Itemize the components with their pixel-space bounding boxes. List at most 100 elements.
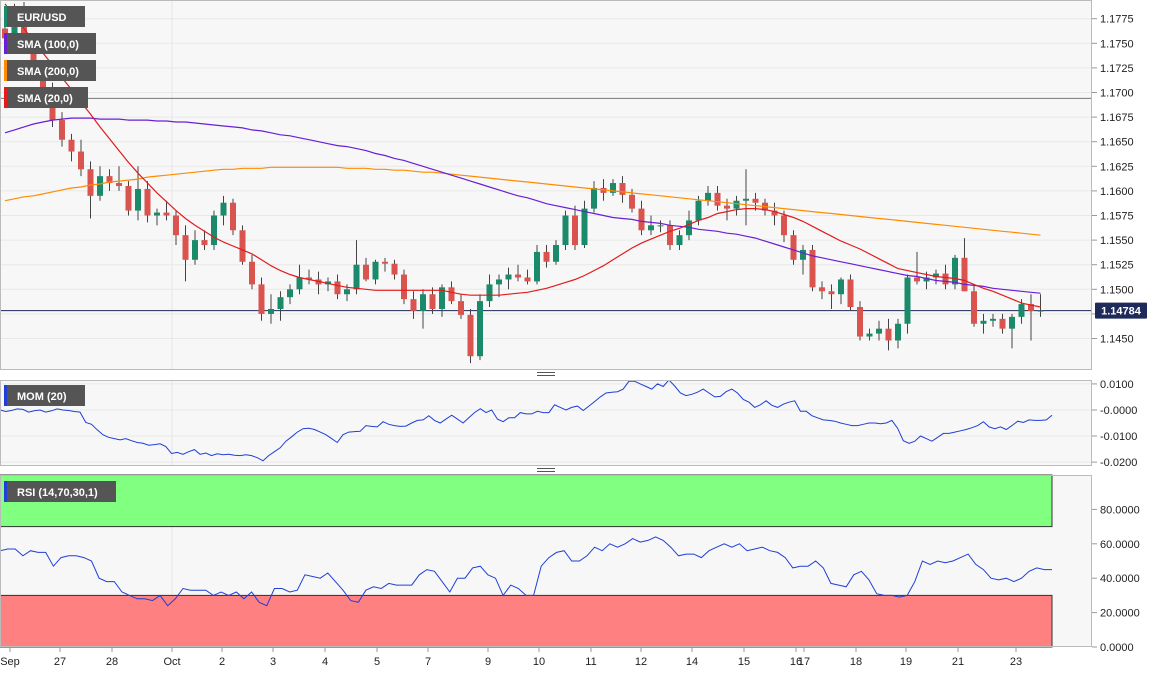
price-tick-label: 1.1775: [1100, 14, 1134, 26]
candle-down: [59, 120, 65, 140]
candle-down: [515, 274, 521, 278]
candle-down: [857, 307, 863, 337]
legend-swatch: [4, 6, 7, 27]
candle-up: [562, 215, 569, 246]
candle-down: [78, 151, 84, 170]
date-tick-label: 14: [686, 656, 698, 668]
candle-up: [695, 200, 702, 221]
panel-resize-handle[interactable]: [537, 468, 555, 472]
candle-down: [971, 291, 977, 324]
price-tick-label: 1.1575: [1100, 211, 1134, 223]
candle-down: [173, 215, 179, 236]
price-tick-label: 1.1750: [1100, 38, 1134, 50]
candle-up: [505, 274, 512, 280]
candle-up: [581, 208, 588, 246]
candle-down: [771, 210, 778, 216]
legend-item[interactable]: SMA (100,0): [4, 33, 96, 54]
price-panel-bg: [0, 0, 1092, 370]
candle-down: [306, 277, 312, 280]
candle-down: [230, 202, 236, 231]
momentum-panel-border: [0, 380, 1092, 466]
candle-up: [192, 240, 198, 260]
price-legend: EUR/USD SMA (100,0) SMA (200,0) SMA (20,0): [4, 6, 96, 108]
momentum-legend[interactable]: MOM (20): [4, 385, 85, 406]
date-tick-label: 10: [533, 656, 545, 668]
candle-down: [781, 215, 787, 236]
momentum-gridlines: [0, 383, 1092, 463]
rsi-zones: [0, 474, 1053, 648]
price-tick-label: 1.1600: [1100, 186, 1134, 198]
candle-down: [638, 208, 645, 231]
candle-up: [1009, 316, 1015, 329]
candle-down: [524, 277, 531, 282]
candle-down: [724, 205, 730, 209]
candle-down: [258, 284, 265, 314]
candle-down: [667, 225, 673, 246]
candle-down: [30, 41, 37, 71]
date-tick-label: 28: [106, 656, 118, 668]
candle-up: [211, 215, 217, 246]
legend-bg: [4, 87, 88, 108]
candle-down: [467, 314, 474, 357]
candle-down: [458, 301, 464, 315]
candle-up: [990, 318, 996, 321]
candle-down: [182, 235, 189, 260]
price-tick-label: 1.1725: [1100, 63, 1134, 75]
candle-down: [382, 261, 388, 264]
candle-down: [572, 215, 578, 246]
candle-up: [296, 277, 303, 290]
date-tick-label: 7: [425, 656, 431, 668]
legend-item[interactable]: SMA (20,0): [4, 87, 88, 108]
candle-up: [353, 264, 360, 290]
candle-down: [429, 294, 436, 309]
legend-item[interactable]: EUR/USD: [4, 6, 85, 27]
date-tick-label: 16: [790, 656, 802, 668]
date-tick-label: 23: [1010, 656, 1022, 668]
candle-down: [543, 251, 550, 262]
date-tick-label: 5: [374, 656, 380, 668]
price-tick-label: 1.1500: [1100, 284, 1134, 296]
legend-swatch: [4, 33, 7, 54]
rsi-line: [0, 536, 1052, 607]
candle-down: [363, 264, 369, 280]
date-tick-label: 15: [738, 656, 750, 668]
candle-up: [439, 287, 445, 309]
momentum-tick-label: 0.0100: [1100, 379, 1134, 391]
rsi-tick-label: 40.0000: [1100, 573, 1140, 585]
price-tick-label: 1.1625: [1100, 161, 1134, 173]
candle-down: [106, 176, 113, 184]
momentum-tick-label: -0.0100: [1100, 431, 1137, 443]
candle-down: [942, 273, 949, 285]
candle-down: [819, 287, 825, 292]
legend-item[interactable]: SMA (200,0): [4, 60, 96, 81]
price-tick-label: 1.1675: [1100, 112, 1134, 124]
momentum-axis: 0.0100 -0.0000 -0.0100 -0.0200: [1092, 379, 1137, 469]
candle-up: [534, 251, 540, 282]
candle-down: [391, 263, 398, 275]
candle-up: [866, 333, 873, 337]
candle-up: [420, 294, 426, 311]
current-price-badge: 1.14784: [1095, 302, 1147, 319]
panel-resize-handle[interactable]: [537, 372, 555, 376]
candle-down: [961, 257, 968, 292]
candle-up: [657, 225, 664, 227]
date-tick-label: 3: [270, 656, 276, 668]
date-tick-label: 17: [798, 656, 810, 668]
rsi-axis: 80.0000 60.0000 40.0000 20.0000 0.0000: [1092, 504, 1140, 654]
candle-up: [743, 198, 749, 201]
rsi-legend[interactable]: RSI (14,70,30,1): [4, 481, 116, 502]
sma-100-line: [4, 117, 1041, 294]
sma-200-line: [4, 166, 1041, 236]
legend-label: SMA (200,0): [17, 66, 79, 78]
price-tick-label: 1.1550: [1100, 235, 1134, 247]
current-price-label: 1.14784: [1101, 306, 1142, 318]
candle-down: [914, 277, 920, 282]
candle-down: [619, 183, 626, 195]
price-panel-border: [0, 0, 1092, 370]
candle-up: [1037, 310, 1044, 312]
rsi-overbought-zone: [0, 474, 1053, 528]
price-tick-label: 1.1650: [1100, 137, 1134, 149]
candle-up: [268, 308, 274, 314]
